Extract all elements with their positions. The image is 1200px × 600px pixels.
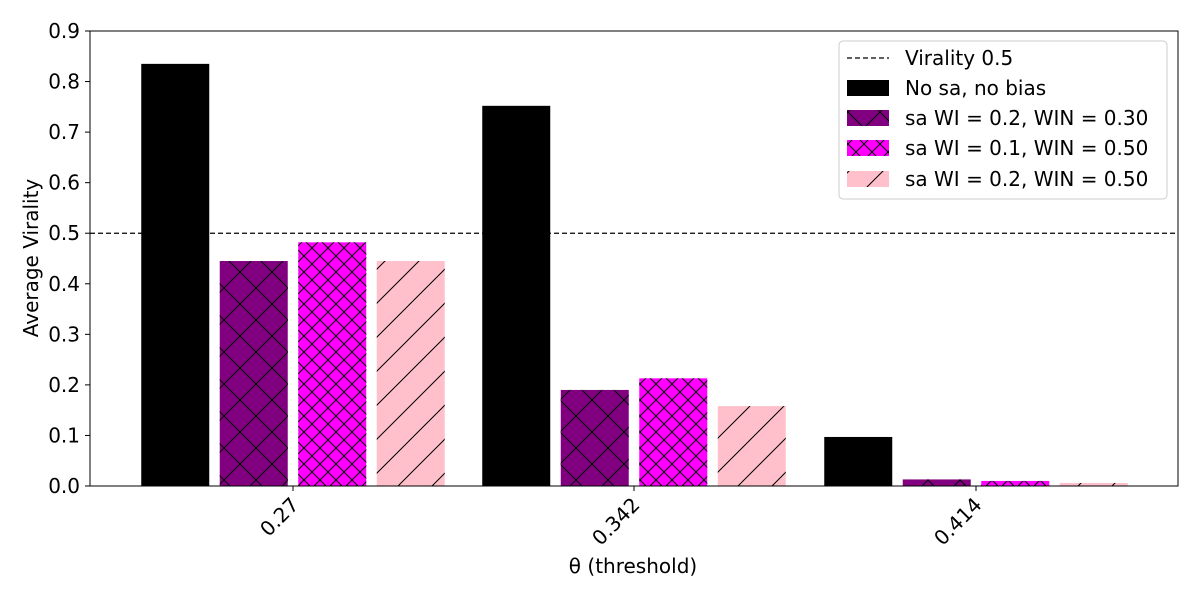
bar-hatch-sa-wi-0-2-win-0-30-0-27 — [219, 261, 288, 486]
legend: Virality 0.5 No sa, no bias sa WI = 0.2, W… — [838, 40, 1168, 200]
legend-swatch-hatch-4 — [847, 171, 889, 187]
y-tick-label: 0.7 — [48, 120, 80, 144]
bar-hatch-sa-wi-0-2-win-0-50-0-27 — [376, 261, 445, 486]
bar-hatch-sa-wi-0-1-win-0-50-0-414 — [981, 480, 1050, 486]
bar-hatch-sa-wi-0-1-win-0-50-0-342 — [639, 378, 708, 486]
legend-label-4: sa WI = 0.2, WIN = 0.50 — [905, 167, 1148, 191]
x-axis: 0.27 0.342 0.414 — [255, 486, 987, 550]
legend-label-2: sa WI = 0.2, WIN = 0.30 — [905, 106, 1148, 130]
bar-hatch-sa-wi-0-1-win-0-50-0-27 — [298, 242, 367, 486]
bar-hatch-sa-wi-0-2-win-0-30-0-342 — [560, 389, 629, 486]
bar-no-sa-no-bias-0-342 — [482, 105, 551, 487]
bars-group — [141, 63, 1128, 487]
legend-swatch-1 — [847, 80, 889, 96]
y-tick-label: 0.0 — [48, 474, 80, 498]
y-tick-label: 0.1 — [48, 423, 80, 447]
y-tick-label: 0.6 — [48, 171, 80, 195]
y-tick-label: 0.4 — [48, 272, 80, 296]
bar-hatch-sa-wi-0-2-win-0-30-0-414 — [902, 479, 971, 486]
bar-hatch-sa-wi-0-2-win-0-50-0-342 — [717, 406, 786, 486]
y-tick-label: 0.8 — [48, 70, 80, 94]
y-axis: 0.0 0.1 0.2 0.3 0.4 0.5 0.6 0.7 0.8 0.9 — [48, 19, 90, 498]
y-tick-label: 0.5 — [48, 221, 80, 245]
y-tick-label: 0.2 — [48, 373, 80, 397]
bar-no-sa-no-bias-0-414 — [824, 436, 893, 486]
x-axis-label: θ (threshold) — [569, 554, 697, 578]
x-tick-label: 0.27 — [255, 493, 303, 541]
x-tick-label: 0.414 — [929, 493, 986, 550]
legend-swatch-hatch-3 — [847, 140, 889, 156]
legend-label-1: No sa, no bias — [905, 76, 1046, 100]
legend-box — [838, 40, 1168, 200]
legend-label-3: sa WI = 0.1, WIN = 0.50 — [905, 136, 1148, 160]
legend-label-reference-line: Virality 0.5 — [905, 46, 1013, 70]
legend-swatch-hatch-2 — [847, 110, 889, 126]
bar-hatch-sa-wi-0-2-win-0-50-0-414 — [1059, 482, 1128, 486]
y-axis-label: Average Virality — [19, 179, 43, 338]
y-tick-label: 0.9 — [48, 19, 80, 43]
y-tick-label: 0.3 — [48, 322, 80, 346]
x-tick-label: 0.342 — [587, 493, 644, 550]
bar-no-sa-no-bias-0-27 — [141, 63, 210, 486]
